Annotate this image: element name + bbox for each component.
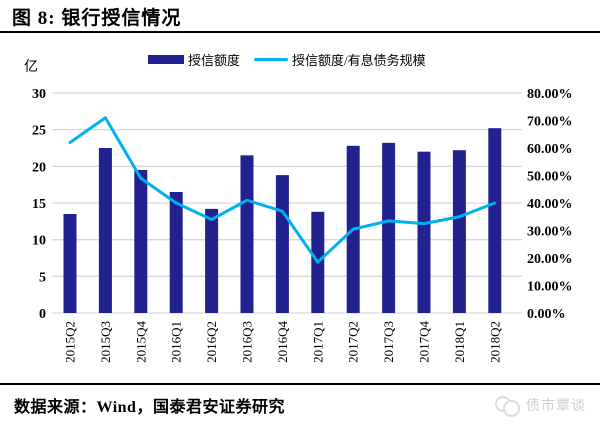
line-series-swatch-icon bbox=[254, 58, 289, 61]
watermark: 债市覃谈 bbox=[495, 395, 586, 417]
x-axis-label-2017Q1: 2017Q1 bbox=[310, 321, 325, 363]
x-axis-label-2015Q3: 2015Q3 bbox=[98, 321, 113, 363]
bank-credit-chart: 30 25 20 15 10 5 0 亿 80.00% 70.00% 60.00% 50.00% 40.… bbox=[24, 59, 573, 363]
bar-2016Q3 bbox=[240, 155, 254, 313]
x-axis-label-2017Q2: 2017Q2 bbox=[346, 321, 361, 363]
bar-series-swatch-icon bbox=[148, 55, 184, 64]
right-axis-tick-label: 0.00% bbox=[527, 307, 566, 322]
left-axis-tick-label: 0 bbox=[39, 307, 46, 322]
left-axis-tick-label: 25 bbox=[32, 124, 46, 139]
chart-area: 30 25 20 15 10 5 0 亿 80.00% 70.00% 60.00% 50.00% 40.… bbox=[0, 33, 600, 383]
x-axis-label-2016Q2: 2016Q2 bbox=[204, 321, 219, 363]
footer-divider bbox=[0, 383, 600, 385]
right-axis-tick-label: 20.00% bbox=[527, 252, 573, 267]
legend-item-credit-line: 授信额度 bbox=[148, 50, 240, 69]
bar-2016Q2 bbox=[205, 208, 219, 313]
bar-2017Q4 bbox=[417, 151, 431, 313]
bar-2015Q3 bbox=[98, 148, 112, 313]
bar-2018Q2 bbox=[488, 128, 502, 313]
legend-label-credit-line: 授信额度 bbox=[188, 53, 241, 68]
legend-item-ratio-line: 授信额度/有息债务规模 bbox=[254, 50, 426, 69]
bar-2015Q2 bbox=[63, 214, 77, 313]
x-axis-label-2015Q4: 2015Q4 bbox=[133, 321, 148, 363]
left-axis-tick-label: 10 bbox=[32, 234, 46, 249]
right-axis-tick-label: 10.00% bbox=[527, 280, 573, 295]
bar-2015Q4 bbox=[134, 170, 148, 313]
left-axis-tick-label: 30 bbox=[32, 87, 46, 102]
left-axis-tick-label: 20 bbox=[32, 160, 46, 175]
right-axis-tick-label: 30.00% bbox=[527, 225, 573, 240]
watermark-label: 债市覃谈 bbox=[526, 399, 586, 414]
left-axis-tick-label: 15 bbox=[32, 197, 46, 212]
x-axis-label-2018Q2: 2018Q2 bbox=[487, 321, 502, 363]
footer: 数据来源：Wind，国泰君安证券研究 债市覃谈 bbox=[0, 385, 600, 417]
ratio-trend-line bbox=[68, 116, 497, 264]
legend-label-ratio-line: 授信额度/有息债务规模 bbox=[292, 53, 426, 68]
bar-2016Q4 bbox=[275, 175, 289, 313]
bar-2016Q1 bbox=[169, 192, 183, 313]
chart-legend: 授信额度 授信额度/有息债务规模 bbox=[148, 50, 426, 69]
right-axis-tick-label: 40.00% bbox=[527, 197, 573, 212]
x-axis-label-2017Q3: 2017Q3 bbox=[381, 321, 396, 363]
x-axis-label-2016Q3: 2016Q3 bbox=[240, 321, 255, 363]
x-axis-label-2017Q4: 2017Q4 bbox=[417, 321, 432, 363]
panda-logo-icon bbox=[495, 395, 521, 417]
x-axis-label-2018Q1: 2018Q1 bbox=[452, 321, 467, 363]
bar-2018Q1 bbox=[452, 150, 466, 313]
bar-2017Q3 bbox=[382, 142, 396, 313]
right-axis-tick-label: 60.00% bbox=[527, 142, 573, 157]
x-axis-label-2016Q1: 2016Q1 bbox=[169, 321, 184, 363]
right-axis-tick-label: 80.00% bbox=[527, 87, 573, 102]
figure-title: 图 8: 银行授信情况 bbox=[0, 0, 600, 33]
data-source-text: 数据来源：Wind，国泰君安证券研究 bbox=[14, 399, 285, 416]
x-axis-label-2015Q2: 2015Q2 bbox=[63, 321, 78, 363]
x-axis-label-2016Q4: 2016Q4 bbox=[275, 321, 290, 363]
left-axis-unit-label: 亿 bbox=[24, 59, 38, 75]
right-axis-tick-label: 70.00% bbox=[527, 115, 573, 130]
left-axis-tick-label: 5 bbox=[39, 270, 46, 285]
right-axis-tick-label: 50.00% bbox=[527, 170, 573, 185]
